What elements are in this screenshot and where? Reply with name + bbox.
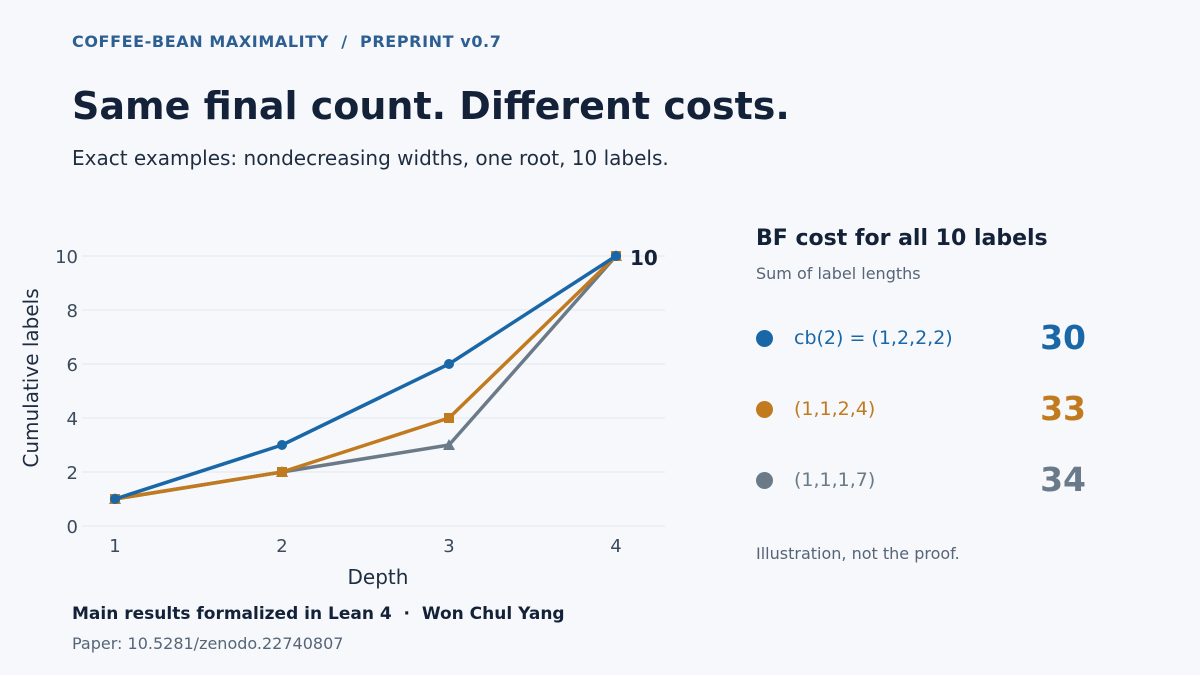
illustration-note: Illustration, not the proof.	[756, 544, 960, 563]
x-tick-label: 4	[610, 536, 621, 557]
x-axis-label: Depth	[348, 565, 409, 589]
page-title: Same final count. Different costs.	[72, 84, 790, 128]
data-point	[444, 413, 454, 423]
y-tick-label: 10	[55, 247, 78, 268]
cost-row: (1,1,1,7) 34	[756, 460, 1086, 500]
series-dot	[756, 472, 773, 489]
data-point	[444, 359, 454, 369]
cost-row-label: (1,1,1,7)	[794, 469, 876, 491]
cost-panel-subtitle: Sum of label lengths	[756, 264, 921, 283]
cost-row-label: cb(2) = (1,2,2,2)	[794, 327, 953, 349]
data-point	[443, 439, 455, 450]
y-tick-labels: 0 2 4 6 8 10	[55, 247, 78, 538]
cost-row-value: 34	[1040, 460, 1086, 499]
y-tick-label: 0	[67, 517, 78, 538]
chart-grid	[82, 255, 665, 527]
data-point	[277, 440, 287, 450]
y-axis-label: Cumulative labels	[19, 288, 43, 467]
cost-panel-title: BF cost for all 10 labels	[756, 226, 1048, 251]
cost-row-value: 33	[1040, 389, 1086, 428]
x-tick-labels: 1 2 3 4	[109, 536, 621, 557]
footer-credit: Main results formalized in Lean 4 · Won …	[72, 604, 565, 624]
end-value-label: 10	[630, 246, 658, 270]
series-line	[113, 254, 618, 501]
series-line	[113, 254, 618, 501]
y-tick-label: 4	[67, 409, 78, 430]
chart-series	[109, 250, 622, 504]
x-tick-label: 1	[109, 536, 120, 557]
cost-row-value: 30	[1040, 318, 1086, 357]
cost-row-label: (1,1,2,4)	[794, 398, 876, 420]
x-tick-label: 3	[443, 536, 454, 557]
data-point	[611, 251, 621, 261]
series-dot	[756, 401, 773, 418]
y-tick-label: 2	[67, 463, 78, 484]
cost-row: cb(2) = (1,2,2,2) 30	[756, 318, 1086, 358]
data-point	[110, 494, 120, 504]
series-dot	[756, 330, 773, 347]
data-point	[277, 467, 287, 477]
footer-doi: Paper: 10.5281/zenodo.22740807	[72, 634, 344, 653]
y-tick-label: 6	[67, 355, 78, 376]
cost-row: (1,1,2,4) 33	[756, 389, 1086, 429]
x-tick-label: 2	[276, 536, 287, 557]
kicker: COFFEE-BEAN MAXIMALITY / PREPRINT v0.7	[72, 32, 502, 51]
y-tick-label: 8	[67, 301, 78, 322]
page-subtitle: Exact examples: nondecreasing widths, on…	[72, 146, 669, 170]
series-line	[113, 254, 618, 501]
